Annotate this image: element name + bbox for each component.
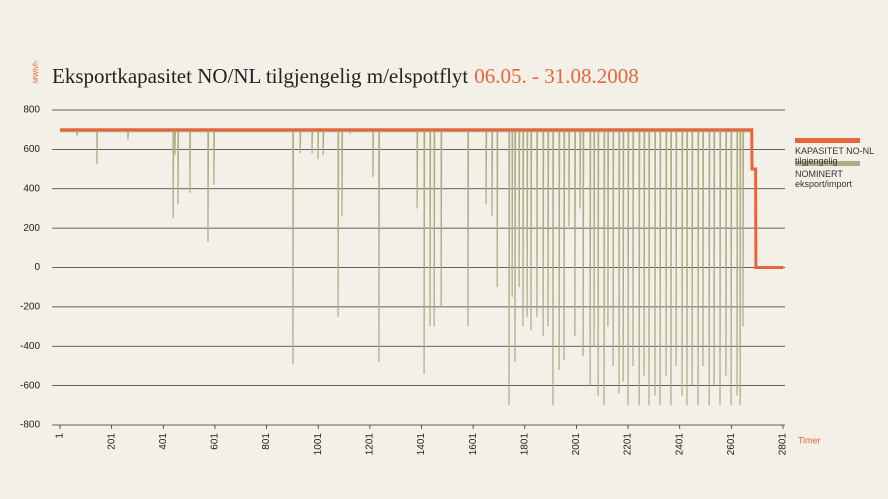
y-tick-label: -800 [20, 420, 40, 431]
x-tick-label: 1201 [364, 433, 375, 456]
series-line [60, 128, 783, 269]
legend-label: NOMINERT eksport/import [795, 169, 853, 189]
series-line [60, 131, 752, 406]
y-tick-label: 800 [23, 105, 40, 116]
y-axis-label: MWh/h [33, 61, 40, 83]
y-tick-label: 200 [23, 223, 40, 234]
legend-swatch [795, 161, 860, 166]
x-tick-label: 801 [261, 433, 272, 450]
chart-title: Eksportkapasitet NO/NL tilgjengelig m/el… [52, 64, 639, 88]
y-tick-label: 400 [23, 183, 40, 194]
x-tick-label: 1 [55, 433, 66, 439]
x-tick-label: 401 [158, 433, 169, 450]
legend-swatch [795, 138, 860, 143]
x-tick-label: 601 [210, 433, 221, 450]
x-tick-label: 2201 [623, 433, 634, 456]
x-tick-label: 1801 [519, 433, 530, 456]
y-tick-label: -600 [20, 380, 40, 391]
x-tick-label: 2801 [778, 433, 789, 456]
title-period: 06.05. - 31.08.2008 [474, 64, 639, 88]
legend-label: KAPASITET NO-NL tilgjengelig [795, 146, 874, 166]
y-tick-label: -200 [20, 302, 40, 313]
x-tick-label: 2601 [726, 433, 737, 456]
x-tick-label: 2401 [674, 433, 685, 456]
y-tick-label: -400 [20, 341, 40, 352]
x-tick-label: 2001 [571, 433, 582, 456]
x-tick-label: 1401 [416, 433, 427, 456]
x-axis-label: Timer [798, 435, 821, 445]
y-tick-label: 0 [34, 262, 40, 273]
x-tick-label: 1001 [313, 433, 324, 456]
x-tick-label: 201 [106, 433, 117, 450]
x-tick-label: 1601 [468, 433, 479, 456]
y-tick-label: 600 [23, 144, 40, 155]
title-main: Eksportkapasitet NO/NL tilgjengelig m/el… [52, 64, 468, 88]
